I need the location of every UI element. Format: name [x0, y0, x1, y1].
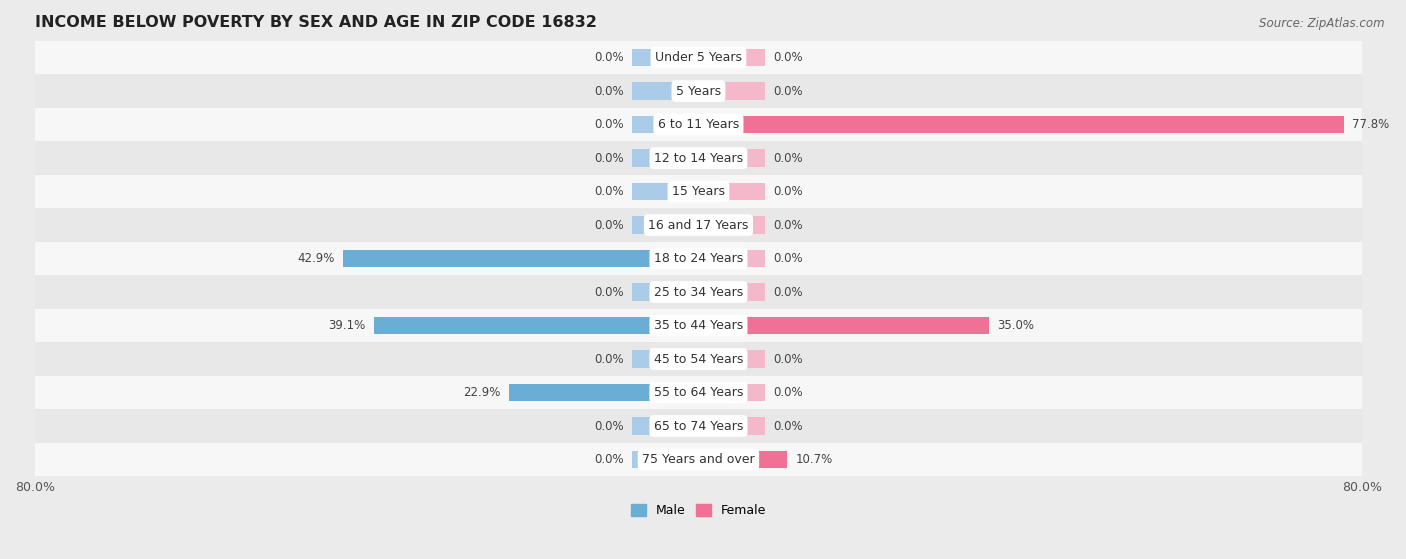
- Text: INCOME BELOW POVERTY BY SEX AND AGE IN ZIP CODE 16832: INCOME BELOW POVERTY BY SEX AND AGE IN Z…: [35, 15, 598, 30]
- Bar: [35, 175, 1362, 209]
- Bar: [35, 209, 1362, 242]
- Text: 0.0%: 0.0%: [773, 84, 803, 98]
- Text: 55 to 64 Years: 55 to 64 Years: [654, 386, 744, 399]
- Text: 12 to 14 Years: 12 to 14 Years: [654, 151, 742, 164]
- Text: 16 and 17 Years: 16 and 17 Years: [648, 219, 748, 231]
- Text: 18 to 24 Years: 18 to 24 Years: [654, 252, 744, 265]
- Bar: [633, 283, 699, 301]
- Text: 15 Years: 15 Years: [672, 185, 725, 198]
- Text: 22.9%: 22.9%: [463, 386, 501, 399]
- Bar: [699, 116, 1344, 133]
- Text: 0.0%: 0.0%: [773, 286, 803, 299]
- Text: 0.0%: 0.0%: [773, 219, 803, 231]
- Bar: [699, 317, 988, 334]
- Text: 35 to 44 Years: 35 to 44 Years: [654, 319, 744, 332]
- Bar: [35, 276, 1362, 309]
- Bar: [699, 350, 765, 368]
- Text: 0.0%: 0.0%: [595, 353, 624, 366]
- Text: 0.0%: 0.0%: [773, 51, 803, 64]
- Text: 0.0%: 0.0%: [595, 84, 624, 98]
- Text: 45 to 54 Years: 45 to 54 Years: [654, 353, 744, 366]
- Bar: [633, 82, 699, 100]
- Bar: [509, 384, 699, 401]
- Text: 0.0%: 0.0%: [595, 151, 624, 164]
- Text: Under 5 Years: Under 5 Years: [655, 51, 742, 64]
- Bar: [633, 183, 699, 200]
- Text: 75 Years and over: 75 Years and over: [643, 453, 755, 466]
- Bar: [35, 141, 1362, 175]
- Bar: [374, 317, 699, 334]
- Bar: [35, 443, 1362, 476]
- Bar: [699, 451, 787, 468]
- Legend: Male, Female: Male, Female: [626, 499, 770, 522]
- Text: 39.1%: 39.1%: [329, 319, 366, 332]
- Bar: [699, 82, 765, 100]
- Bar: [699, 183, 765, 200]
- Bar: [699, 283, 765, 301]
- Text: 0.0%: 0.0%: [773, 185, 803, 198]
- Text: 0.0%: 0.0%: [595, 219, 624, 231]
- Bar: [699, 418, 765, 435]
- Text: 0.0%: 0.0%: [773, 386, 803, 399]
- Bar: [35, 409, 1362, 443]
- Text: 0.0%: 0.0%: [773, 353, 803, 366]
- Bar: [633, 216, 699, 234]
- Bar: [633, 149, 699, 167]
- Text: 6 to 11 Years: 6 to 11 Years: [658, 118, 740, 131]
- Text: 0.0%: 0.0%: [773, 419, 803, 433]
- Bar: [35, 342, 1362, 376]
- Bar: [35, 309, 1362, 342]
- Text: 77.8%: 77.8%: [1353, 118, 1389, 131]
- Bar: [633, 350, 699, 368]
- Bar: [35, 242, 1362, 276]
- Bar: [633, 49, 699, 67]
- Bar: [35, 108, 1362, 141]
- Bar: [35, 41, 1362, 74]
- Text: 0.0%: 0.0%: [595, 51, 624, 64]
- Bar: [343, 250, 699, 267]
- Bar: [699, 384, 765, 401]
- Bar: [633, 116, 699, 133]
- Text: 0.0%: 0.0%: [595, 185, 624, 198]
- Bar: [699, 149, 765, 167]
- Bar: [633, 418, 699, 435]
- Bar: [699, 250, 765, 267]
- Text: 0.0%: 0.0%: [595, 286, 624, 299]
- Text: 0.0%: 0.0%: [773, 151, 803, 164]
- Bar: [699, 216, 765, 234]
- Text: 25 to 34 Years: 25 to 34 Years: [654, 286, 744, 299]
- Text: 0.0%: 0.0%: [595, 453, 624, 466]
- Text: 10.7%: 10.7%: [796, 453, 832, 466]
- Bar: [35, 376, 1362, 409]
- Text: 65 to 74 Years: 65 to 74 Years: [654, 419, 744, 433]
- Text: 0.0%: 0.0%: [595, 419, 624, 433]
- Text: 0.0%: 0.0%: [595, 118, 624, 131]
- Text: Source: ZipAtlas.com: Source: ZipAtlas.com: [1260, 17, 1385, 30]
- Text: 35.0%: 35.0%: [997, 319, 1033, 332]
- Text: 5 Years: 5 Years: [676, 84, 721, 98]
- Bar: [35, 74, 1362, 108]
- Text: 0.0%: 0.0%: [773, 252, 803, 265]
- Text: 42.9%: 42.9%: [297, 252, 335, 265]
- Bar: [633, 451, 699, 468]
- Bar: [699, 49, 765, 67]
